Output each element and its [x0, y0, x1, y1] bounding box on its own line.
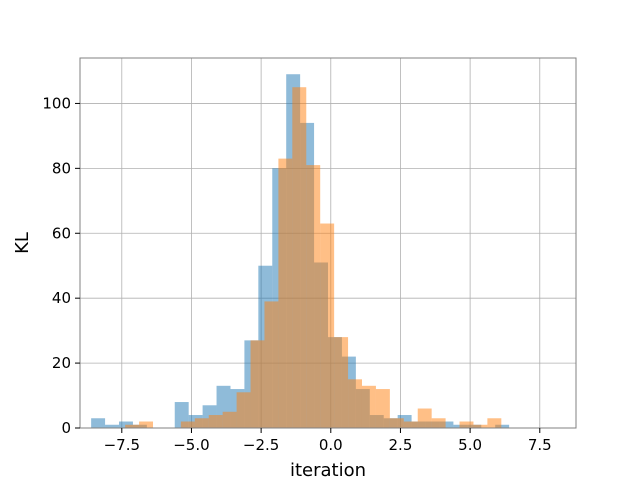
histogram-bar — [264, 301, 279, 428]
histogram-bar — [334, 337, 349, 428]
histogram-bar — [180, 421, 195, 428]
axis-ticks: −7.5 −5.0 −2.5 0.0 2.5 5.0 7.5 0 20 40 60 80 100 — [42, 94, 551, 454]
y-tick-label: 80 — [52, 159, 71, 177]
x-tick-label: −5.0 — [173, 436, 209, 454]
y-tick-label: 100 — [42, 94, 71, 112]
x-tick-label: 7.5 — [528, 436, 552, 454]
histogram-bar — [375, 389, 390, 428]
y-tick-label: 20 — [52, 354, 71, 372]
y-axis-label: KL — [12, 232, 33, 254]
histogram-bar — [222, 411, 237, 428]
histogram-bar — [208, 415, 223, 428]
plot-frame — [79, 57, 577, 429]
x-axis-label: iteration — [290, 460, 366, 480]
x-tick-label: −2.5 — [243, 436, 279, 454]
histogram-bar — [361, 385, 376, 428]
histogram-bar — [306, 165, 321, 428]
histogram-bar — [431, 418, 446, 428]
histogram-bar — [459, 421, 474, 428]
histogram-bar — [105, 424, 120, 428]
histogram-bar — [139, 421, 154, 428]
histogram-bar — [495, 424, 510, 428]
y-tick-label: 60 — [52, 224, 71, 242]
histogram-bar — [389, 418, 404, 428]
y-tick-label: 0 — [61, 419, 71, 437]
x-tick-label: 5.0 — [458, 436, 482, 454]
histogram-bar — [403, 421, 418, 428]
histogram-bar — [487, 418, 502, 428]
y-tick-label: 40 — [52, 289, 71, 307]
histogram-bar — [417, 408, 432, 428]
histogram-bar — [125, 424, 140, 428]
histogram-bar — [278, 158, 293, 429]
histogram-bars — [91, 74, 510, 429]
x-tick-label: 2.5 — [389, 436, 413, 454]
histogram-bar — [91, 418, 106, 428]
x-tick-label: 0.0 — [319, 436, 343, 454]
histogram-bar — [236, 392, 251, 428]
histogram-bar — [292, 87, 307, 429]
histogram-bar — [320, 223, 335, 428]
series-2-bars — [125, 87, 502, 429]
histogram-bar — [439, 421, 454, 428]
histogram-bar — [473, 424, 488, 428]
x-tick-label: −7.5 — [104, 436, 140, 454]
histogram-bar — [194, 418, 209, 428]
histogram-bar — [348, 379, 362, 428]
histogram-bar — [250, 340, 265, 428]
